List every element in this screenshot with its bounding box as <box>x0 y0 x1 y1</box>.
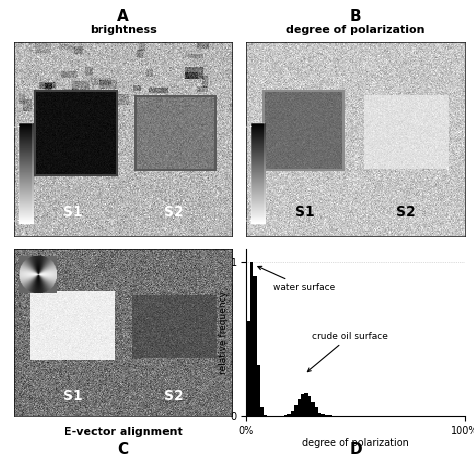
Bar <box>311 402 315 416</box>
Text: E-vector alignment: E-vector alignment <box>64 427 182 437</box>
Bar <box>325 415 328 416</box>
Bar <box>318 413 321 416</box>
Bar <box>257 365 260 416</box>
Text: S1: S1 <box>63 389 83 403</box>
Bar <box>304 393 308 416</box>
Bar <box>321 414 325 416</box>
Bar <box>250 262 253 416</box>
Text: D: D <box>349 442 362 457</box>
Bar <box>298 400 301 416</box>
Bar <box>315 407 318 416</box>
Bar <box>308 396 311 416</box>
Text: C: C <box>118 442 129 457</box>
Bar <box>287 414 291 416</box>
Y-axis label: relative frequency: relative frequency <box>219 291 228 374</box>
Text: S2: S2 <box>164 389 183 403</box>
Bar <box>260 407 264 416</box>
Text: crude oil surface: crude oil surface <box>307 332 388 371</box>
Text: S2: S2 <box>396 205 416 219</box>
Bar <box>253 276 257 416</box>
Bar <box>301 394 304 416</box>
Text: A: A <box>118 9 129 24</box>
Text: brightness: brightness <box>90 25 156 35</box>
Text: S1: S1 <box>295 205 315 219</box>
Text: S1: S1 <box>63 205 83 219</box>
Bar <box>246 321 250 416</box>
Text: degree of polarization: degree of polarization <box>286 25 425 35</box>
X-axis label: degree of polarization: degree of polarization <box>302 438 409 448</box>
Text: B: B <box>350 9 361 24</box>
Bar <box>294 405 298 416</box>
Bar <box>291 411 294 416</box>
Text: S2: S2 <box>164 205 183 219</box>
Text: water surface: water surface <box>258 266 335 292</box>
